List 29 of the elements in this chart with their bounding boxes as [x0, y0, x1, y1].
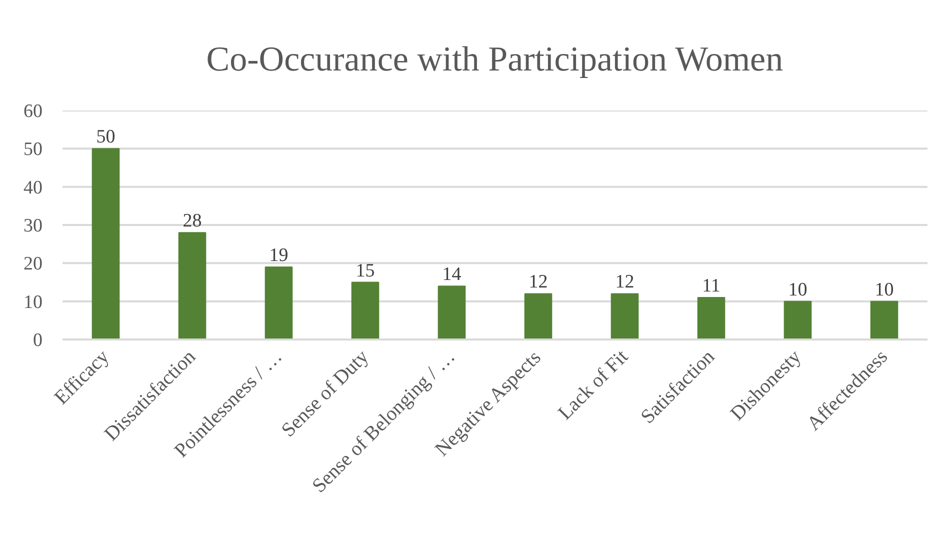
data-label: 50: [96, 126, 116, 148]
data-label: 28: [182, 210, 202, 232]
data-label: 12: [528, 272, 548, 293]
bar: [92, 148, 120, 340]
y-tick-label: 50: [24, 139, 42, 160]
bar: [178, 232, 206, 340]
data-label: 10: [788, 279, 808, 300]
y-tick-label: 0: [33, 330, 42, 351]
bar: [870, 300, 898, 340]
bar: [610, 293, 639, 340]
y-tick-label: 60: [24, 101, 42, 122]
data-label: 10: [874, 279, 894, 300]
chart-title: Co-Occurance with Participation Women: [206, 40, 784, 78]
bar: [697, 297, 726, 340]
data-label: 14: [442, 264, 462, 286]
bar: [438, 286, 466, 340]
y-tick-label: 20: [24, 254, 42, 275]
bar: [784, 300, 812, 340]
data-label: 11: [702, 276, 720, 297]
bar: [351, 282, 380, 340]
bar: [524, 293, 552, 340]
data-label: 12: [615, 272, 634, 293]
data-label: 15: [356, 260, 375, 282]
y-tick-label: 40: [24, 177, 42, 198]
x-tick-label: Lack of Fit: [554, 345, 633, 424]
y-tick-label: 30: [24, 216, 42, 236]
y-tick-label: 10: [24, 292, 42, 313]
data-label: 19: [269, 244, 288, 266]
bar: [264, 266, 293, 340]
